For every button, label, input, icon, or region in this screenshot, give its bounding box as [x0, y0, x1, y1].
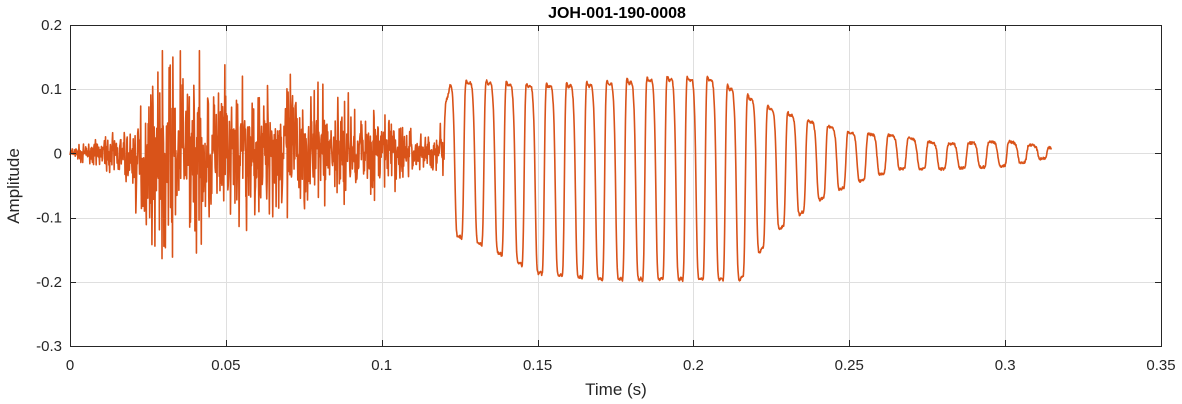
- x-axis-label: Time (s): [585, 380, 647, 399]
- y-tick-label: 0.2: [41, 17, 62, 34]
- x-tick-label: 0.35: [1146, 357, 1175, 374]
- y-tick-labels: -0.3 -0.2 -0.1 0 0.1 0.2: [36, 17, 62, 355]
- y-tick-label: 0: [54, 145, 62, 162]
- x-tick-label: 0.1: [371, 357, 392, 374]
- plot-frame: [70, 25, 1162, 347]
- x-tick-label: 0.2: [683, 357, 704, 374]
- y-tick-label: -0.3: [36, 338, 62, 355]
- x-tick-label: 0.25: [835, 357, 864, 374]
- y-tick-label: -0.2: [36, 274, 62, 291]
- y-axis-label: Amplitude: [4, 148, 23, 224]
- chart-title: JOH-001-190-0008: [548, 5, 686, 22]
- x-tick-label: 0.3: [995, 357, 1016, 374]
- x-tick-label: 0: [66, 357, 74, 374]
- axis-ticks: [70, 25, 1162, 347]
- waveform-series-line: [69, 49, 1053, 283]
- x-tick-label: 0.05: [211, 357, 240, 374]
- y-tick-label: 0.1: [41, 81, 62, 98]
- x-tick-label: 0.15: [523, 357, 552, 374]
- x-tick-labels: 0 0.05 0.1 0.15 0.2 0.25 0.3 0.35: [66, 357, 1176, 374]
- series-layer: [69, 49, 1053, 283]
- y-tick-label: -0.1: [36, 210, 62, 227]
